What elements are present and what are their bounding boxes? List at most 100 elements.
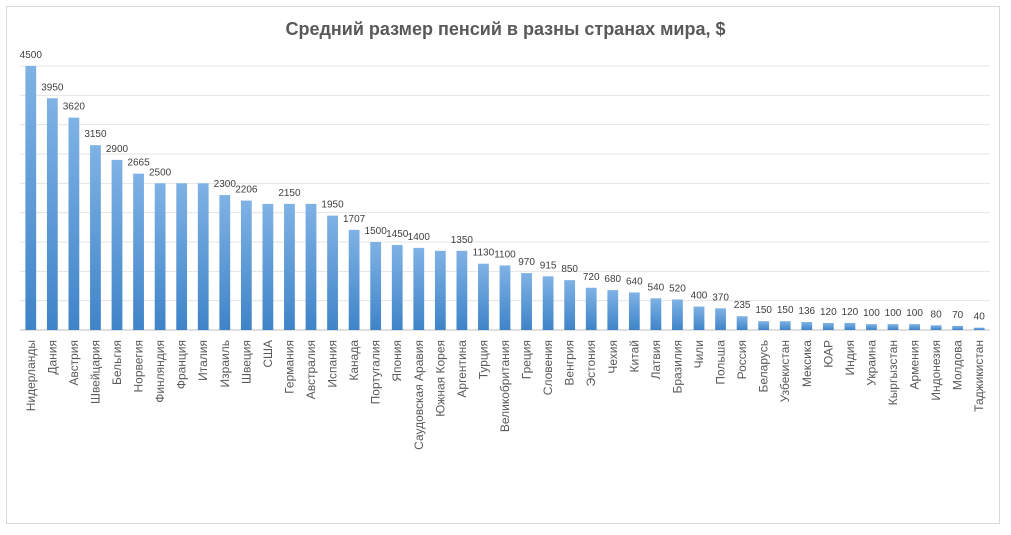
category-label: Мексика <box>800 340 814 387</box>
bar <box>154 183 166 330</box>
bar <box>973 327 985 330</box>
bar <box>133 173 144 330</box>
data-label: 100 <box>906 308 923 319</box>
category-label: Словения <box>541 340 555 395</box>
bar <box>736 316 748 330</box>
category-label: Австралия <box>304 340 318 399</box>
category-label: Германия <box>282 340 296 394</box>
data-label: 2206 <box>235 185 258 196</box>
category-label: Греция <box>520 340 534 379</box>
bar <box>801 322 813 330</box>
bar <box>715 308 726 330</box>
category-label: Япония <box>390 340 404 382</box>
bar <box>542 276 554 330</box>
category-label: Канада <box>347 340 361 381</box>
data-label: 2665 <box>127 158 150 169</box>
category-label: Венгрия <box>563 340 577 386</box>
category-label: Италия <box>196 340 210 381</box>
bar <box>930 325 942 330</box>
category-label: Узбекистан <box>778 340 792 402</box>
bar <box>219 195 231 330</box>
category-label: Франция <box>175 340 189 389</box>
data-label: 150 <box>777 305 794 316</box>
data-label: 1707 <box>343 214 366 225</box>
bar <box>305 203 317 330</box>
bar <box>391 244 403 330</box>
data-label: 540 <box>648 282 665 293</box>
bar <box>672 299 683 330</box>
bar <box>478 263 489 330</box>
bar <box>413 247 425 330</box>
category-label: Норвегия <box>132 340 146 393</box>
bar <box>240 200 252 330</box>
data-label: 120 <box>820 307 837 318</box>
bar <box>887 324 899 330</box>
category-label: Эстония <box>584 340 598 387</box>
chart-area <box>6 6 1000 524</box>
category-label: Бразилия <box>670 340 684 394</box>
category-label: Армения <box>908 340 922 389</box>
data-label: 100 <box>863 308 880 319</box>
chart-title: Средний размер пенсий в разны странах ми… <box>285 19 726 39</box>
data-label: 1400 <box>408 232 431 243</box>
data-label: 1950 <box>321 200 344 211</box>
data-label: 136 <box>798 306 815 317</box>
bar <box>25 66 37 330</box>
data-label: 370 <box>712 292 729 303</box>
bar <box>111 159 123 330</box>
bar <box>197 183 209 330</box>
category-label: Нидерланды <box>24 340 38 411</box>
bar <box>758 321 770 330</box>
data-label: 3620 <box>63 102 86 113</box>
data-label: 3950 <box>41 82 64 93</box>
bar <box>693 306 705 330</box>
category-label: Беларусь <box>757 340 771 392</box>
data-label: 1130 <box>473 248 495 259</box>
category-label: Южная Корея <box>433 340 447 417</box>
bar <box>564 280 576 330</box>
category-label: Индия <box>843 340 857 375</box>
data-label: 2300 <box>214 179 237 190</box>
data-label: 2900 <box>106 144 129 155</box>
category-label: США <box>261 340 275 368</box>
category-label: Дания <box>45 340 59 375</box>
bar <box>262 203 274 330</box>
bar <box>370 242 382 330</box>
bar <box>628 292 640 330</box>
category-label: Кыргызстан <box>886 340 900 405</box>
data-label: 80 <box>931 309 943 320</box>
category-label: Украина <box>864 340 878 386</box>
bar <box>650 298 662 330</box>
category-label: Саудовская Аравия <box>412 340 426 450</box>
bar <box>284 203 295 330</box>
data-label: 520 <box>669 283 686 294</box>
data-label: 70 <box>952 310 964 321</box>
data-label: 680 <box>604 274 621 285</box>
data-label: 400 <box>691 291 708 302</box>
bar <box>952 325 964 330</box>
data-label: 1450 <box>386 229 409 240</box>
bar <box>499 265 511 330</box>
data-label: 120 <box>842 307 859 318</box>
bar <box>779 321 791 330</box>
bar <box>68 117 80 330</box>
data-label: 970 <box>518 257 535 268</box>
category-label: Латвия <box>649 340 663 379</box>
category-label: Бельгия <box>110 340 124 385</box>
data-label: 1500 <box>365 226 388 237</box>
category-label: Польша <box>714 340 728 385</box>
data-label: 4500 <box>20 50 43 61</box>
bar <box>521 273 532 330</box>
bar <box>327 215 338 330</box>
bar <box>176 183 188 330</box>
data-label: 2500 <box>149 167 172 178</box>
data-label: 40 <box>974 312 986 323</box>
bar <box>46 98 58 331</box>
category-label: Чили <box>692 340 706 368</box>
data-label: 1350 <box>451 235 474 246</box>
category-label: Китай <box>627 340 641 372</box>
category-label: ЮАР <box>821 340 835 368</box>
category-label: Таджикистан <box>972 340 986 412</box>
bar <box>844 322 856 330</box>
bar <box>348 229 360 330</box>
